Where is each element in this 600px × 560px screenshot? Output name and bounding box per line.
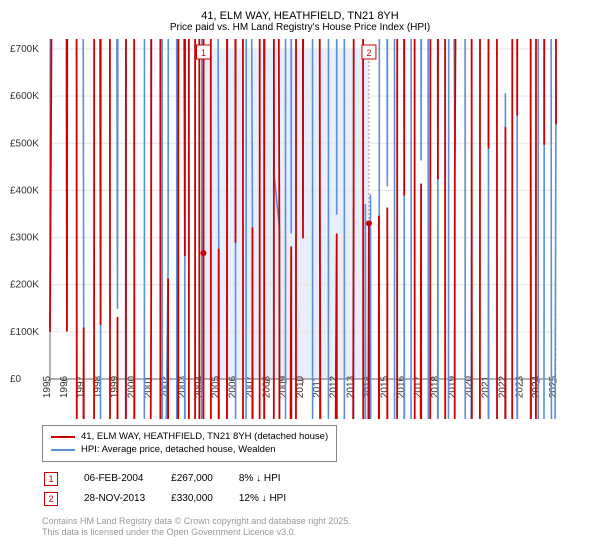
table-row: 106-FEB-2004£267,0008% ↓ HPI <box>44 470 310 488</box>
svg-text:1: 1 <box>201 48 206 58</box>
svg-text:£300K: £300K <box>10 233 39 244</box>
title-line1: 41, ELM WAY, HEATHFIELD, TN21 8YH <box>10 10 590 22</box>
legend-row-1: 41, ELM WAY, HEATHFIELD, TN21 8YH (detac… <box>51 430 328 443</box>
transactions-table: 106-FEB-2004£267,0008% ↓ HPI 228-NOV-2013… <box>42 468 312 510</box>
svg-text:£700K: £700K <box>10 44 39 55</box>
legend-label-1: 41, ELM WAY, HEATHFIELD, TN21 8YH (detac… <box>81 430 328 443</box>
legend-row-2: HPI: Average price, detached house, Weal… <box>51 443 328 456</box>
svg-text:2: 2 <box>366 48 371 58</box>
svg-text:£100K: £100K <box>10 327 39 338</box>
price-chart: £0£100K£200K£300K£400K£500K£600K£700K199… <box>10 39 570 419</box>
legend-swatch-1 <box>51 436 75 438</box>
legend: 41, ELM WAY, HEATHFIELD, TN21 8YH (detac… <box>42 425 337 462</box>
svg-text:£400K: £400K <box>10 185 39 196</box>
chart-title-block: 41, ELM WAY, HEATHFIELD, TN21 8YH Price … <box>10 10 590 33</box>
tx-price: £267,000 <box>171 470 237 488</box>
tx-delta: 8% ↓ HPI <box>239 470 310 488</box>
svg-text:£0: £0 <box>10 374 22 385</box>
table-row: 228-NOV-2013£330,00012% ↓ HPI <box>44 490 310 508</box>
tx-price: £330,000 <box>171 490 237 508</box>
legend-swatch-2 <box>51 449 75 451</box>
attribution-line2: This data is licensed under the Open Gov… <box>42 527 590 539</box>
tx-marker: 1 <box>44 470 82 488</box>
legend-label-2: HPI: Average price, detached house, Weal… <box>81 443 276 456</box>
attribution-line1: Contains HM Land Registry data © Crown c… <box>42 516 590 528</box>
svg-text:£200K: £200K <box>10 280 39 291</box>
chart-container: £0£100K£200K£300K£400K£500K£600K£700K199… <box>10 39 570 419</box>
title-line2: Price paid vs. HM Land Registry's House … <box>10 22 590 33</box>
tx-date: 28-NOV-2013 <box>84 490 169 508</box>
tx-delta: 12% ↓ HPI <box>239 490 310 508</box>
svg-text:£600K: £600K <box>10 91 39 102</box>
svg-text:£500K: £500K <box>10 138 39 149</box>
tx-marker: 2 <box>44 490 82 508</box>
tx-date: 06-FEB-2004 <box>84 470 169 488</box>
attribution: Contains HM Land Registry data © Crown c… <box>42 516 590 539</box>
